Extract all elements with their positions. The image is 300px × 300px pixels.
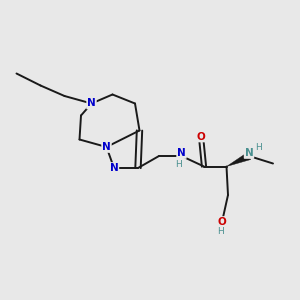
Text: H: H: [217, 227, 224, 236]
Text: N: N: [87, 98, 96, 109]
Text: N: N: [102, 142, 111, 152]
Text: N: N: [110, 163, 118, 173]
Text: N: N: [177, 148, 186, 158]
Text: H: H: [255, 143, 261, 152]
Text: H: H: [175, 160, 182, 169]
Polygon shape: [226, 152, 250, 167]
Text: O: O: [218, 217, 226, 227]
Text: O: O: [196, 131, 206, 142]
Text: N: N: [244, 148, 253, 158]
